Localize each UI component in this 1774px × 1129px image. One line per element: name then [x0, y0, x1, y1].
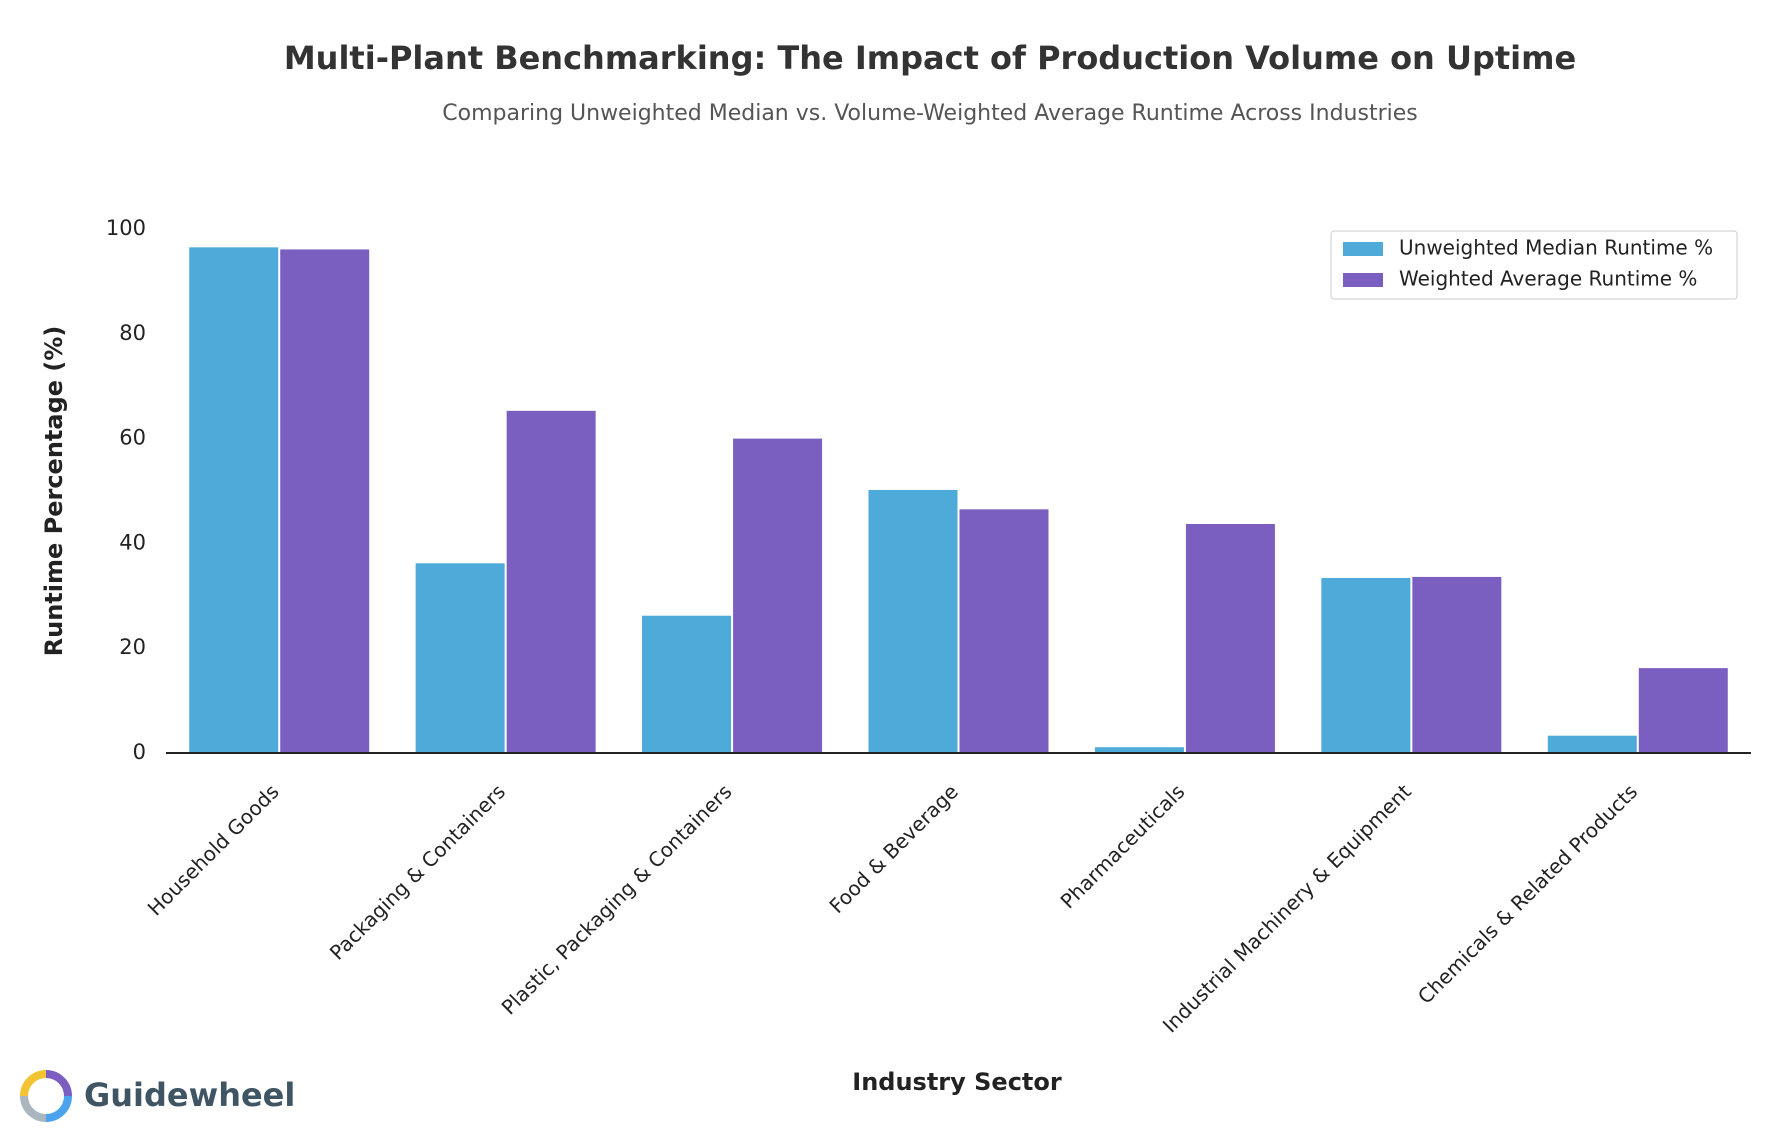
y-tick-label: 0	[133, 740, 146, 764]
bar	[1094, 747, 1184, 753]
bar	[1547, 735, 1637, 753]
chart-title: Multi-Plant Benchmarking: The Impact of …	[284, 39, 1576, 77]
x-tick-label: Chemicals & Related Products	[1413, 779, 1642, 1008]
x-tick-label: Household Goods	[143, 779, 284, 920]
y-tick-label: 40	[119, 530, 146, 554]
bar	[1185, 524, 1275, 753]
y-tick-label: 80	[119, 321, 146, 345]
y-tick-label: 20	[119, 635, 146, 659]
y-axis-label: Runtime Percentage (%)	[40, 326, 68, 657]
bar	[280, 249, 370, 753]
x-axis-label: Industry Sector	[852, 1068, 1062, 1096]
x-tick-label: Food & Beverage	[824, 779, 963, 918]
bar	[1638, 668, 1728, 753]
logo	[20, 1070, 72, 1122]
legend: Unweighted Median Runtime % Weighted Aver…	[1330, 230, 1738, 300]
y-tick-label: 60	[119, 426, 146, 450]
x-tick-label: Industrial Machinery & Equipment	[1158, 779, 1416, 1037]
chart-subtitle: Comparing Unweighted Median vs. Volume-W…	[442, 101, 1417, 126]
x-tick-label: Packaging & Containers	[325, 779, 510, 964]
legend-label: Weighted Average Runtime %	[1399, 267, 1697, 291]
legend-swatch	[1343, 242, 1383, 256]
bar	[1321, 577, 1411, 753]
bar	[959, 509, 1049, 753]
legend-swatch	[1343, 273, 1383, 287]
legend-box	[1330, 230, 1738, 300]
bar	[189, 247, 279, 753]
brand-name: Guidewheel	[84, 1076, 295, 1114]
bar	[506, 410, 596, 753]
x-tick-label: Pharmaceuticals	[1056, 779, 1190, 913]
y-tick-label: 100	[106, 216, 146, 240]
bar	[415, 563, 505, 753]
bar	[642, 615, 732, 753]
bar	[868, 489, 958, 753]
bar	[1412, 576, 1502, 753]
legend-label: Unweighted Median Runtime %	[1399, 236, 1713, 260]
bar	[733, 438, 823, 753]
x-tick-label: Plastic, Packaging & Containers	[497, 779, 737, 1019]
